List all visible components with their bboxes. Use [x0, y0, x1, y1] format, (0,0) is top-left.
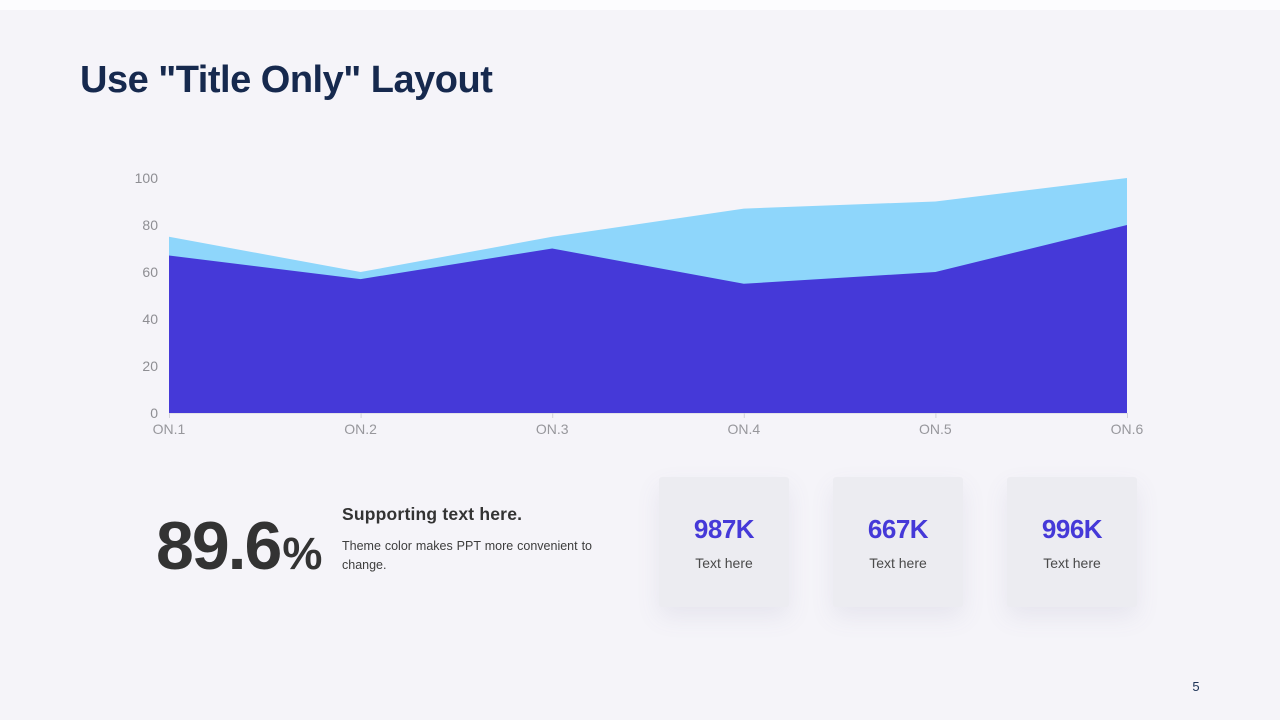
big-stat: 89.6 %: [156, 512, 322, 580]
stat-card: 987K Text here: [659, 477, 789, 607]
y-tick-label: 0: [150, 405, 158, 421]
big-stat-unit: %: [282, 528, 323, 579]
top-strip: [0, 0, 1280, 10]
area-series-dark-indigo: [169, 225, 1127, 413]
stat-card-label: Text here: [695, 554, 753, 571]
y-tick-label: 40: [142, 311, 158, 327]
supporting-heading: Supporting text here.: [342, 504, 523, 524]
x-tick-label: ON.5: [919, 421, 952, 437]
area-chart-svg: [169, 178, 1128, 418]
x-tick-label: ON.4: [727, 421, 761, 437]
y-tick-label: 20: [142, 358, 158, 374]
stat-cards: 987K Text here 667K Text here 996K Text …: [659, 477, 1137, 607]
x-tick-label: ON.2: [344, 421, 377, 437]
y-tick-label: 80: [142, 217, 158, 233]
stat-card-label: Text here: [1043, 554, 1101, 571]
stat-card: 667K Text here: [833, 477, 963, 607]
stat-card-value: 667K: [867, 513, 929, 544]
slide-title: Use "Title Only" Layout: [80, 59, 493, 101]
stat-card-value: 987K: [693, 513, 755, 544]
big-stat-value: 89.6: [156, 508, 282, 584]
y-tick-label: 60: [142, 264, 158, 280]
x-tick-label: ON.3: [535, 421, 569, 437]
chart-x-axis: ON.1 ON.2 ON.3 ON.4 ON.5 ON.6: [153, 420, 1144, 438]
page-number: 5: [1192, 679, 1200, 694]
stat-card-label: Text here: [869, 554, 927, 571]
chart-y-axis: 0 20 40 60 80 100: [100, 170, 158, 421]
supporting-text-block: Supporting text here. Theme color makes …: [342, 504, 592, 575]
y-tick-label: 100: [134, 170, 158, 186]
stat-card-value: 996K: [1041, 513, 1103, 544]
supporting-body: Theme color makes PPT more convenient to…: [342, 539, 592, 572]
stat-card: 996K Text here: [1007, 477, 1137, 607]
x-tick-label: ON.6: [1110, 421, 1144, 437]
x-tick-label: ON.1: [152, 421, 186, 437]
